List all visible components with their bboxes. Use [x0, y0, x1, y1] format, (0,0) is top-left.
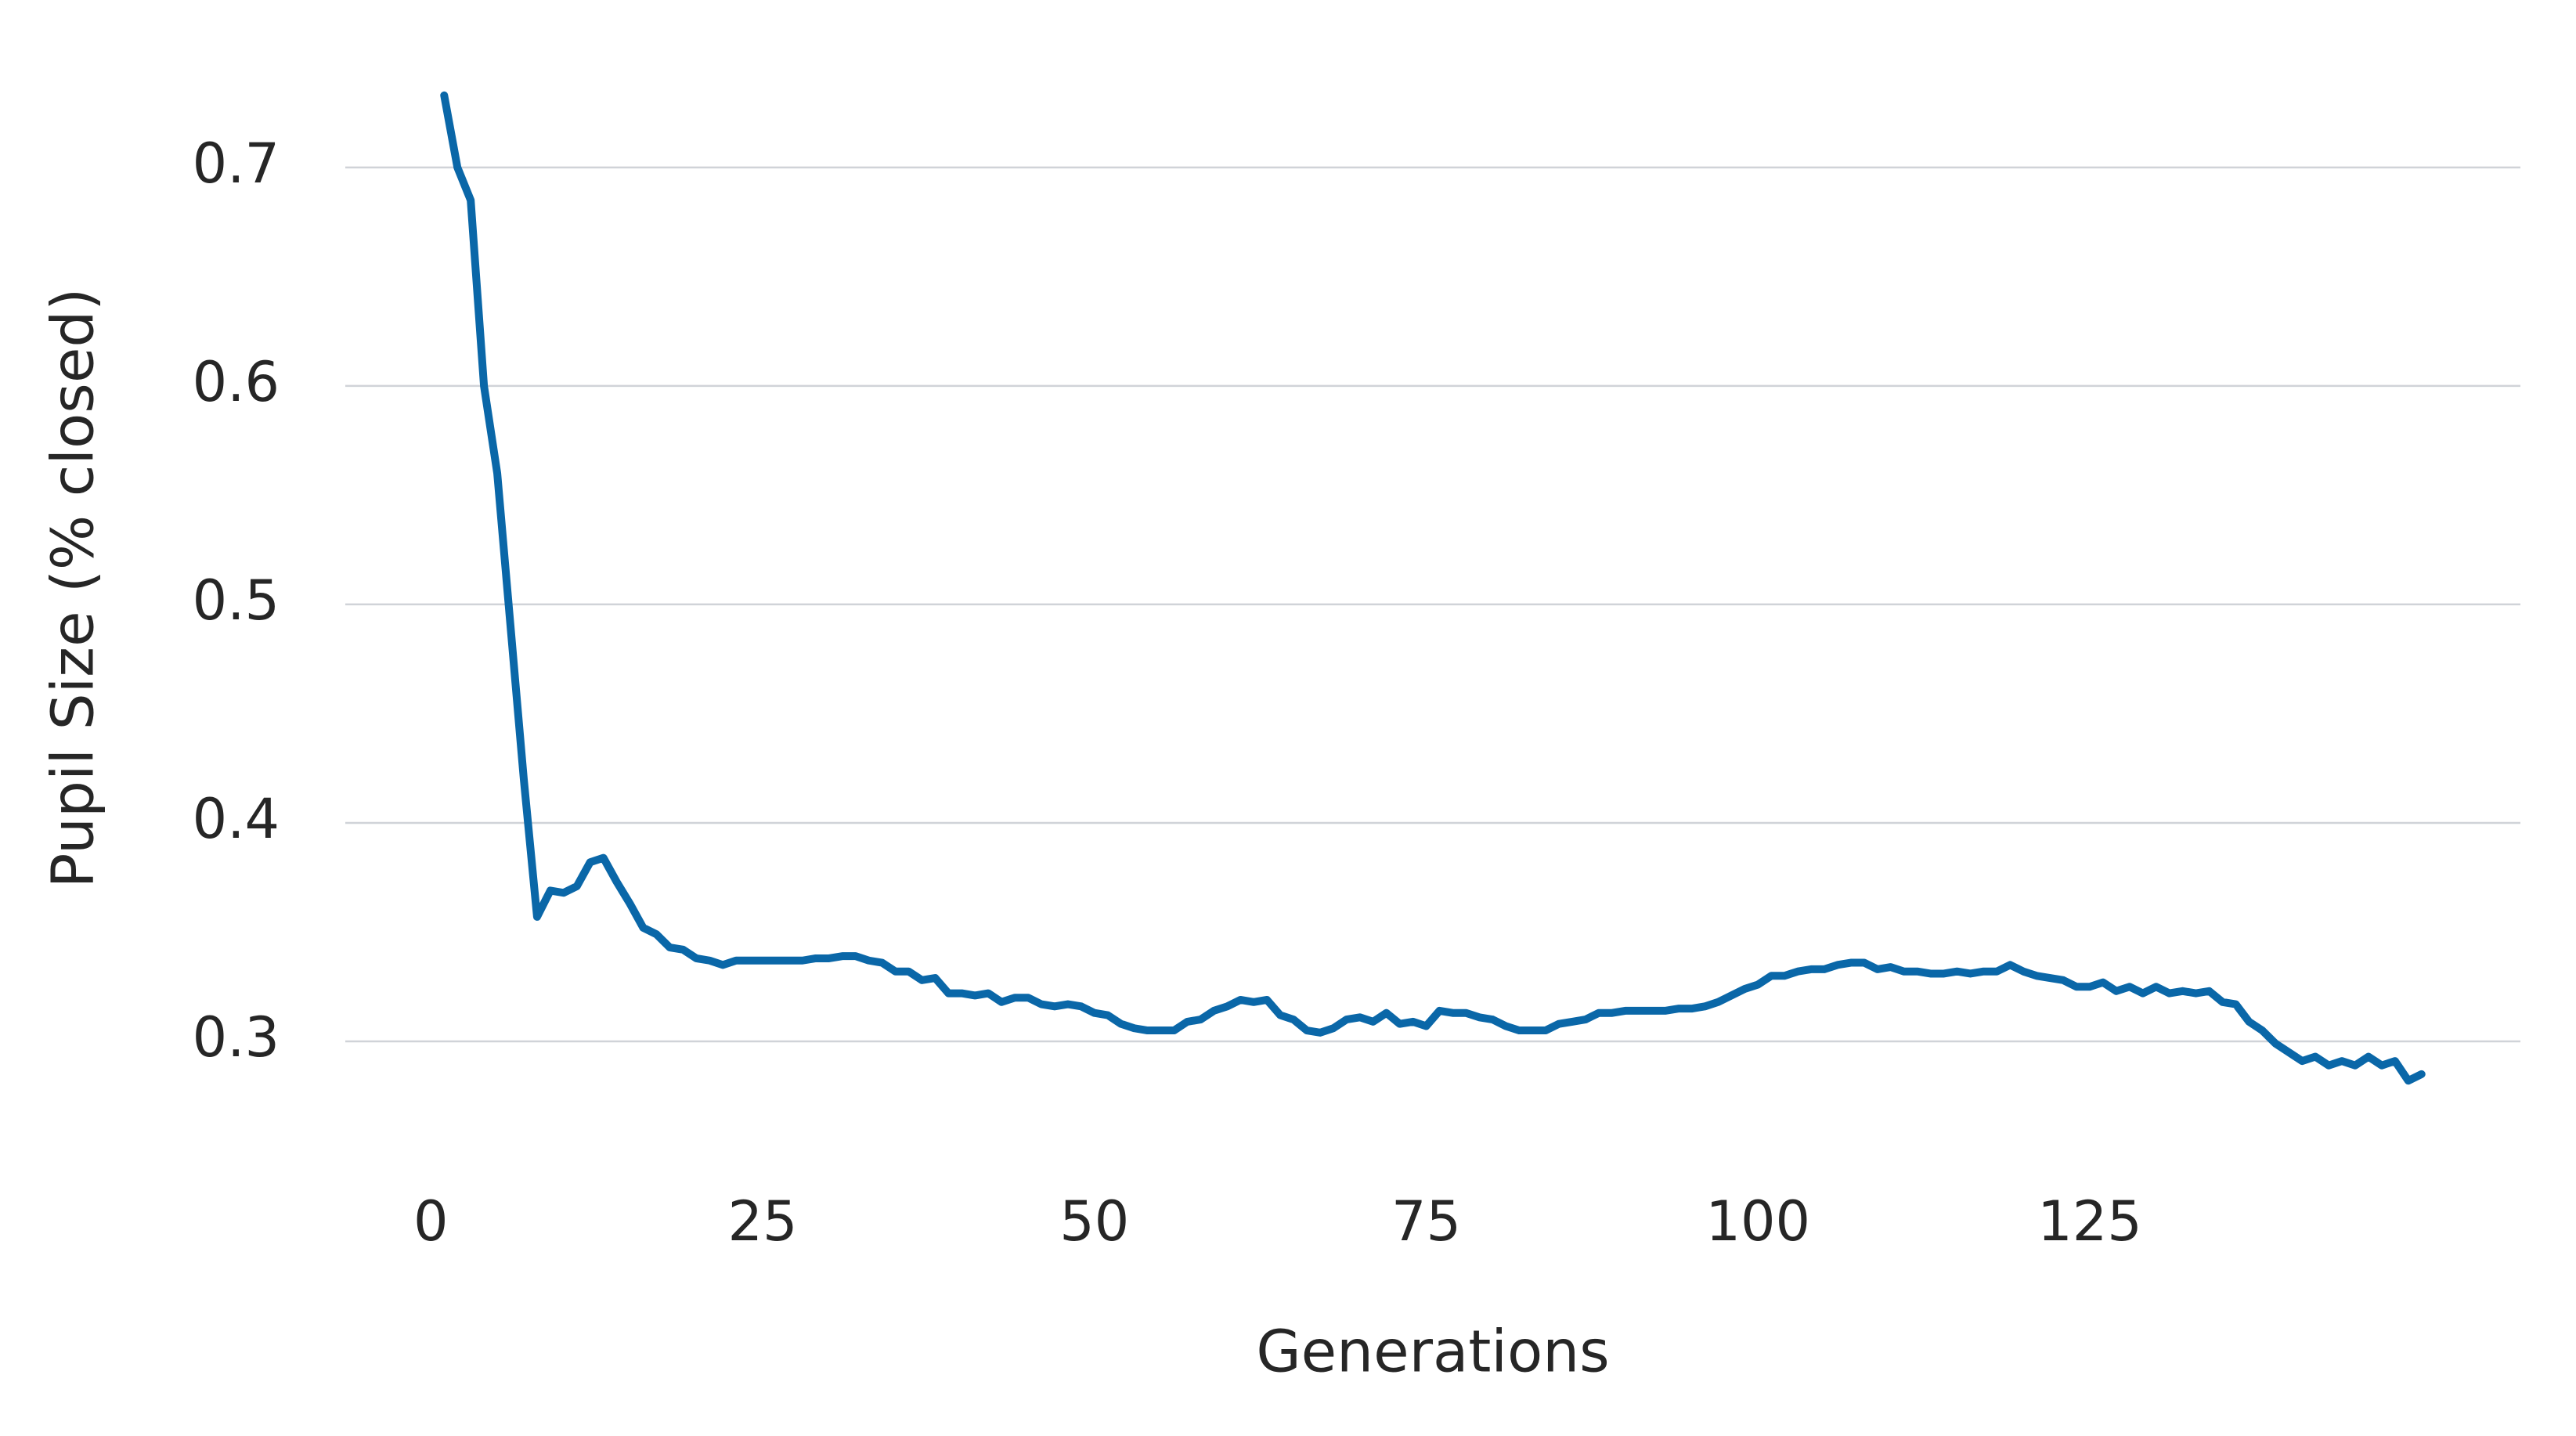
- x-tick-label: 25: [728, 1189, 798, 1254]
- x-tick-label: 75: [1391, 1189, 1461, 1254]
- x-tick-label: 0: [413, 1189, 449, 1254]
- x-tick-label: 125: [2037, 1189, 2142, 1254]
- x-tick-label: 50: [1059, 1189, 1129, 1254]
- x-tick-label: 100: [1705, 1189, 1810, 1254]
- data-line: [440, 91, 2426, 1085]
- y-tick-label: 0.7: [193, 132, 280, 196]
- y-tick-label: 0.6: [193, 350, 280, 414]
- y-tick-label: 0.4: [193, 787, 280, 851]
- y-tick-label: 0.5: [193, 568, 280, 633]
- x-axis-title: Generations: [1256, 1319, 1609, 1386]
- y-axis-title: Pupil Size (% closed): [40, 288, 107, 888]
- y-tick-label: 0.3: [193, 1005, 280, 1070]
